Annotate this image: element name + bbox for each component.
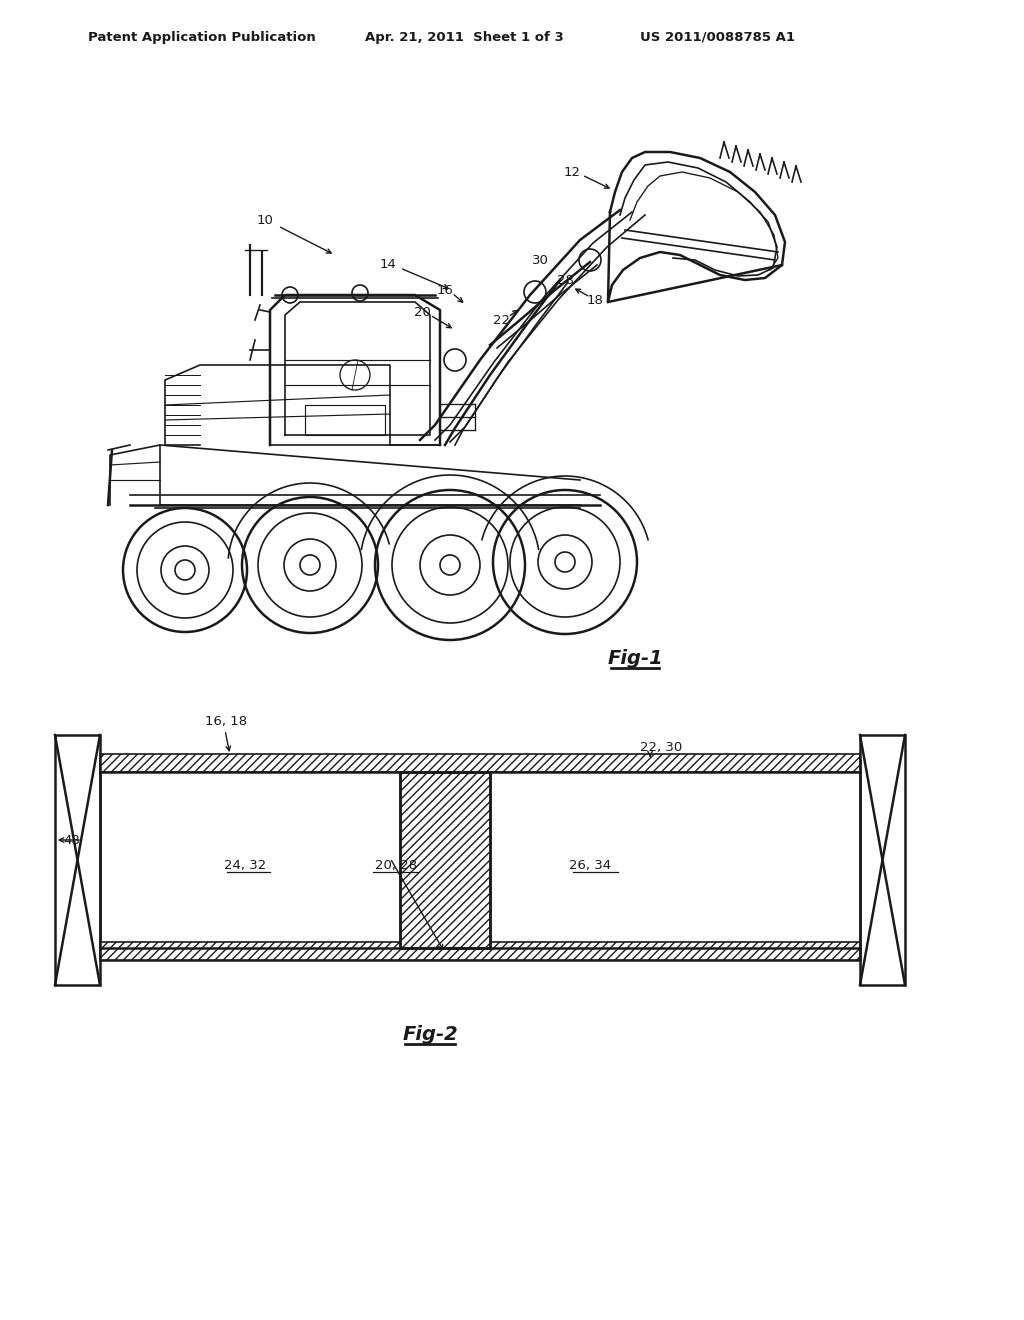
Text: 12: 12 bbox=[563, 165, 581, 178]
Text: 22: 22 bbox=[494, 314, 511, 326]
Bar bbox=[100, 754, 860, 772]
Text: 18: 18 bbox=[587, 293, 603, 306]
Text: US 2011/0088785 A1: US 2011/0088785 A1 bbox=[640, 30, 795, 44]
Bar bbox=[400, 772, 490, 948]
Text: 10: 10 bbox=[257, 214, 273, 227]
Text: 24, 32: 24, 32 bbox=[224, 858, 266, 871]
Text: 16, 18: 16, 18 bbox=[205, 715, 247, 729]
Bar bbox=[55, 735, 100, 985]
Circle shape bbox=[524, 281, 546, 304]
Text: 20: 20 bbox=[414, 305, 430, 318]
Text: Patent Application Publication: Patent Application Publication bbox=[88, 30, 315, 44]
Text: Fig-2: Fig-2 bbox=[402, 1024, 458, 1044]
Bar bbox=[100, 760, 860, 960]
Text: 16: 16 bbox=[436, 284, 454, 297]
Bar bbox=[100, 942, 860, 960]
Text: 20, 28: 20, 28 bbox=[375, 858, 417, 871]
Text: 26, 34: 26, 34 bbox=[569, 858, 611, 871]
Text: 22, 30: 22, 30 bbox=[640, 742, 682, 755]
Text: 14: 14 bbox=[380, 259, 396, 272]
Bar bbox=[860, 735, 905, 985]
Text: 28: 28 bbox=[557, 273, 573, 286]
Circle shape bbox=[444, 348, 466, 371]
Circle shape bbox=[579, 249, 601, 271]
Text: Fig-1: Fig-1 bbox=[607, 648, 663, 668]
Text: 48: 48 bbox=[63, 833, 80, 846]
Bar bbox=[400, 772, 490, 948]
Bar bbox=[305, 405, 385, 436]
Text: Apr. 21, 2011  Sheet 1 of 3: Apr. 21, 2011 Sheet 1 of 3 bbox=[365, 30, 564, 44]
Text: 30: 30 bbox=[531, 253, 549, 267]
